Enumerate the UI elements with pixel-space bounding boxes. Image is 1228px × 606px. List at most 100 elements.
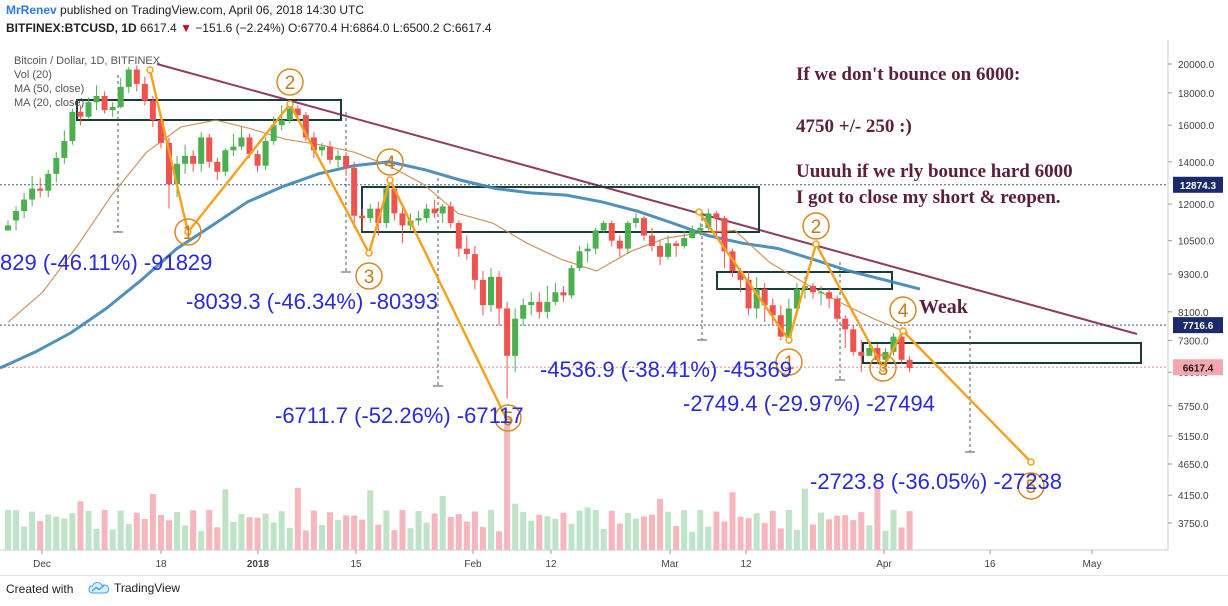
- candle-body[interactable]: [166, 142, 172, 185]
- candle-body[interactable]: [810, 286, 816, 293]
- candle-body[interactable]: [769, 305, 776, 316]
- candle-body[interactable]: [568, 268, 575, 296]
- candle-body[interactable]: [520, 305, 527, 319]
- candle-body[interactable]: [327, 146, 333, 160]
- candle-body[interactable]: [455, 222, 462, 249]
- candle-body[interactable]: [174, 163, 181, 185]
- candle-body[interactable]: [391, 188, 398, 214]
- candle-body[interactable]: [238, 137, 245, 147]
- candle-body[interactable]: [53, 157, 60, 174]
- candle-body[interactable]: [254, 154, 261, 166]
- candle-body[interactable]: [133, 69, 140, 84]
- candle-body[interactable]: [109, 106, 116, 111]
- candle-body[interactable]: [423, 208, 430, 219]
- price-tag-box[interactable]: [1173, 317, 1223, 334]
- candle-body[interactable]: [149, 100, 156, 121]
- candle-body[interactable]: [359, 215, 366, 219]
- candle-body[interactable]: [117, 86, 124, 107]
- candle-body[interactable]: [5, 225, 11, 231]
- candle-body[interactable]: [834, 298, 841, 319]
- candle-body[interactable]: [616, 240, 623, 249]
- candle-body[interactable]: [850, 329, 857, 352]
- candle-body[interactable]: [214, 161, 221, 172]
- candle-body[interactable]: [431, 208, 438, 214]
- candle-body[interactable]: [278, 120, 285, 126]
- candle-body[interactable]: [351, 167, 358, 216]
- tradingview-logo[interactable]: TradingView: [88, 581, 180, 595]
- candle-body[interactable]: [842, 318, 849, 330]
- candle-body[interactable]: [206, 137, 213, 162]
- candle-body[interactable]: [673, 243, 680, 246]
- candle-body[interactable]: [608, 222, 615, 241]
- candle-body[interactable]: [705, 213, 712, 228]
- candle-body[interactable]: [343, 155, 350, 168]
- wave-path-primary[interactable]: [148, 69, 510, 423]
- wave-path-secondary[interactable]: [698, 211, 1032, 463]
- candle-body[interactable]: [190, 155, 197, 164]
- resistance-box[interactable]: [76, 99, 342, 121]
- candle-body[interactable]: [29, 188, 36, 200]
- candle-body[interactable]: [246, 137, 253, 155]
- price-tag-box[interactable]: [1173, 359, 1223, 376]
- candle-body[interactable]: [488, 276, 494, 306]
- candle-body[interactable]: [198, 137, 205, 164]
- candle-body[interactable]: [335, 155, 342, 160]
- candle-body[interactable]: [93, 95, 100, 103]
- ma50-line[interactable]: [0, 160, 921, 370]
- candle-body[interactable]: [61, 141, 68, 158]
- candle-body[interactable]: [697, 227, 704, 231]
- candle-body[interactable]: [463, 248, 470, 255]
- candle-body[interactable]: [777, 315, 784, 337]
- candle-body[interactable]: [318, 146, 325, 151]
- candle-body[interactable]: [286, 108, 293, 121]
- candle-body[interactable]: [906, 359, 913, 368]
- candle-body[interactable]: [600, 222, 607, 231]
- candle-body[interactable]: [753, 289, 760, 309]
- legend-ma20[interactable]: MA (20, close): [14, 97, 85, 109]
- candle-body[interactable]: [761, 289, 768, 306]
- candle-body[interactable]: [866, 347, 873, 356]
- candle-body[interactable]: [77, 111, 84, 117]
- candle-body[interactable]: [890, 336, 897, 352]
- price-chart[interactable]: 20000.0 18000.0 16000.0 14000.0 12000.0 10500…: [0, 40, 1228, 575]
- candle-body[interactable]: [536, 301, 543, 312]
- candle-body[interactable]: [399, 213, 406, 226]
- candle-body[interactable]: [182, 155, 189, 164]
- legend-ma50[interactable]: MA (50, close): [14, 83, 85, 95]
- candle-body[interactable]: [818, 292, 825, 294]
- candle-body[interactable]: [125, 69, 132, 87]
- candle-body[interactable]: [657, 245, 664, 257]
- candle-body[interactable]: [222, 150, 229, 172]
- candle-body[interactable]: [745, 279, 752, 309]
- candle-body[interactable]: [592, 230, 599, 249]
- candle-body[interactable]: [528, 301, 535, 306]
- candle-body[interactable]: [826, 292, 833, 299]
- candle-body[interactable]: [141, 83, 148, 101]
- candle-body[interactable]: [560, 292, 567, 296]
- candle-body[interactable]: [504, 308, 511, 356]
- candle-body[interactable]: [45, 173, 52, 191]
- candle-body[interactable]: [584, 248, 591, 252]
- candle-body[interactable]: [230, 146, 237, 151]
- candle-body[interactable]: [544, 301, 551, 312]
- candle-body[interactable]: [415, 218, 422, 221]
- candle-body[interactable]: [793, 289, 800, 309]
- candle-body[interactable]: [447, 206, 454, 223]
- candle-body[interactable]: [898, 336, 905, 360]
- candle-body[interactable]: [302, 115, 309, 138]
- candle-body[interactable]: [681, 238, 688, 246]
- candle-body[interactable]: [37, 188, 44, 191]
- candle-body[interactable]: [270, 125, 277, 142]
- candle-body[interactable]: [649, 235, 655, 246]
- candle-body[interactable]: [632, 218, 639, 223]
- candle-body[interactable]: [713, 213, 720, 219]
- candle-body[interactable]: [874, 347, 881, 360]
- candle-body[interactable]: [665, 243, 672, 257]
- candle-body[interactable]: [69, 111, 76, 142]
- candle-body[interactable]: [721, 218, 728, 252]
- candle-body[interactable]: [157, 120, 164, 143]
- candle-body[interactable]: [737, 271, 744, 280]
- legend-volume[interactable]: Vol (20): [14, 69, 52, 81]
- ma20-line[interactable]: [7, 119, 909, 334]
- candle-body[interactable]: [471, 254, 478, 280]
